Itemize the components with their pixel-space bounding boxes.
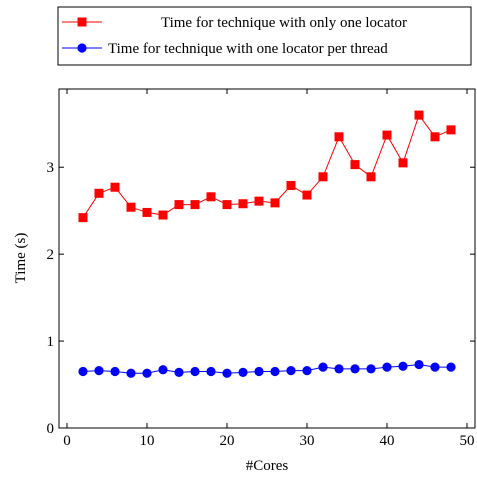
data-point [174, 200, 184, 210]
data-point [190, 366, 200, 377]
data-point [302, 190, 312, 200]
data-point [334, 132, 344, 142]
legend-box [57, 6, 472, 66]
y-tick-label: 2 [47, 247, 55, 263]
data-point [334, 364, 344, 374]
x-axis-label: #Cores [246, 458, 289, 474]
x-tick-label: 50 [460, 433, 475, 449]
data-point [94, 188, 104, 198]
series-2 [78, 359, 456, 378]
data-point [430, 132, 440, 142]
data-point [446, 362, 456, 372]
y-axis-label: Time (s) [13, 233, 29, 284]
data-point [238, 199, 248, 209]
data-point [110, 182, 120, 192]
y-tick-label: 3 [47, 160, 55, 176]
x-tick-label: 20 [220, 433, 235, 449]
legend-entry-series-1: Time for technique with only one locator [62, 15, 407, 31]
legend-label-series-2: Time for technique with one locator per … [108, 41, 388, 57]
data-point [206, 366, 216, 377]
x-tick-label: 30 [300, 433, 315, 449]
series-layer [78, 110, 456, 378]
data-point [158, 365, 168, 375]
data-point [142, 207, 152, 217]
plot-area-frame [58, 88, 476, 429]
data-point [78, 366, 88, 377]
data-point [174, 367, 184, 377]
data-point [366, 172, 376, 182]
data-point [126, 202, 136, 212]
series-line [82, 364, 451, 374]
x-tick-label: 0 [63, 433, 71, 449]
data-point [254, 196, 264, 206]
data-point [206, 192, 216, 202]
data-point [430, 362, 440, 372]
data-point [398, 361, 408, 371]
data-point [126, 368, 136, 378]
data-point [238, 367, 248, 377]
data-point [350, 160, 360, 170]
axis-ticks: 0 10 20 30 40 50 0 1 2 3 [47, 89, 475, 449]
legend-entry-series-2: Time for technique with one locator per … [62, 41, 388, 57]
data-point [222, 368, 232, 378]
legend: Time for technique with only one locator… [57, 6, 472, 66]
series-line [82, 114, 452, 218]
data-point [366, 364, 376, 374]
y-tick-label: 1 [47, 334, 55, 350]
data-point [270, 198, 280, 208]
data-point [446, 125, 456, 135]
x-tick-label: 10 [140, 433, 155, 449]
legend-label-series-1: Time for technique with only one locator [161, 15, 407, 31]
series-1 [78, 110, 456, 223]
data-point [398, 158, 408, 168]
y-tick-label: 0 [47, 421, 55, 437]
data-point [270, 366, 280, 377]
data-point [286, 180, 296, 190]
x-tick-label: 40 [380, 433, 395, 449]
data-point [382, 362, 392, 372]
data-point [414, 110, 424, 120]
data-point [414, 359, 424, 370]
data-point [222, 200, 232, 210]
data-point [254, 366, 264, 377]
data-point [110, 366, 120, 377]
data-point [78, 213, 88, 223]
data-point [318, 172, 328, 182]
data-point [158, 210, 168, 220]
data-point [286, 366, 296, 376]
data-point [302, 366, 312, 376]
legend-marker-series-1 [77, 17, 87, 27]
data-point [94, 366, 104, 376]
data-point [350, 364, 360, 374]
legend-marker-series-2 [77, 43, 87, 53]
data-point [190, 200, 200, 210]
data-point [382, 130, 392, 140]
data-point [318, 362, 328, 372]
data-point [142, 368, 152, 378]
